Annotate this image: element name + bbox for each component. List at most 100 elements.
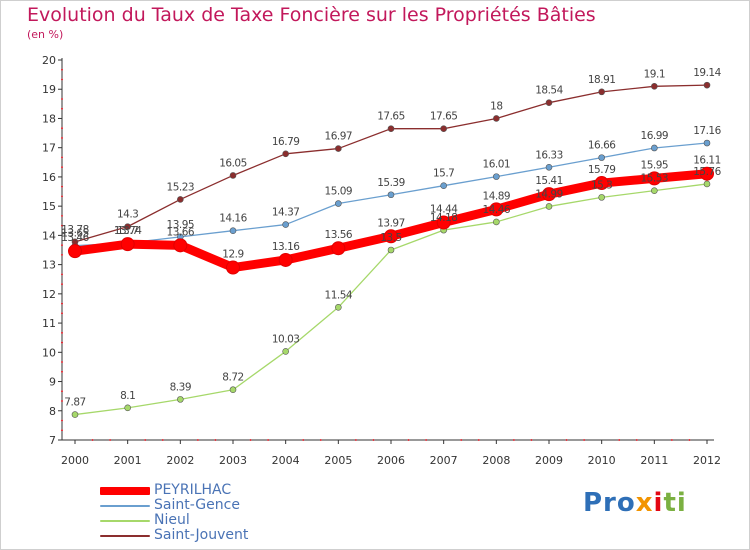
data-point (278, 252, 293, 267)
y-tick-label: 11 (42, 317, 56, 330)
x-minor-tick (688, 439, 691, 441)
y-minor-tick (61, 312, 63, 315)
y-minor-tick (61, 156, 63, 159)
data-label: 15.3 (591, 179, 612, 191)
data-label: 17.65 (430, 111, 458, 123)
x-minor-tick (670, 439, 673, 441)
y-tick-label: 8 (49, 405, 56, 418)
x-tick-label: 2001 (114, 454, 142, 467)
data-label: 18.54 (535, 85, 563, 97)
data-label: 15.09 (325, 186, 353, 198)
data-point (493, 218, 500, 226)
data-point (120, 237, 135, 252)
data-label: 14.37 (272, 207, 300, 219)
data-point (177, 196, 184, 203)
data-point (436, 215, 451, 230)
y-minor-tick (61, 283, 63, 286)
x-minor-tick (425, 439, 428, 441)
data-point (282, 150, 289, 158)
data-point (598, 194, 605, 201)
y-tick-label: 7 (49, 434, 56, 447)
legend-item-saint-gence[interactable]: Saint-Gence (100, 497, 340, 514)
data-point (384, 229, 398, 244)
data-point (700, 166, 714, 181)
x-tick-label: 2000 (61, 454, 89, 467)
legend-swatch-nieul (100, 520, 150, 522)
data-point (387, 125, 395, 132)
data-point (493, 173, 500, 180)
data-label: 13.66 (167, 226, 195, 238)
data-label: 8.39 (170, 381, 191, 393)
data-point (124, 404, 131, 412)
data-label: 18 (490, 100, 502, 112)
legend-item-saint-jouvent[interactable]: Saint-Jouvent (100, 527, 340, 544)
y-minor-tick (61, 107, 63, 110)
y-minor-tick (61, 195, 63, 198)
x-minor-tick (267, 439, 270, 441)
y-tick-label: 17 (42, 142, 56, 155)
x-minor-tick (583, 439, 586, 441)
y-minor-tick (61, 78, 63, 81)
legend-item-nieul[interactable]: Nieul (100, 512, 340, 529)
x-tick-label: 2011 (640, 454, 668, 467)
data-point (124, 223, 131, 230)
data-point (387, 246, 395, 254)
data-label: 15.79 (588, 164, 616, 176)
x-minor-tick (372, 439, 375, 441)
y-minor-tick (61, 429, 63, 432)
x-minor-tick (530, 439, 533, 441)
data-label: 13.56 (325, 229, 353, 241)
data-point (598, 88, 605, 96)
data-point (226, 260, 240, 275)
data-label: 14.99 (535, 188, 563, 200)
data-point (177, 396, 184, 403)
data-label: 15.23 (167, 181, 195, 193)
x-minor-tick (407, 439, 410, 441)
data-label: 19.1 (644, 68, 665, 80)
x-tick-label: 2008 (482, 454, 510, 467)
data-point (335, 200, 342, 207)
data-point (331, 241, 346, 256)
x-minor-tick (319, 439, 322, 441)
data-label: 14.89 (483, 190, 511, 202)
y-minor-tick (61, 137, 63, 139)
x-tick-label: 2009 (535, 454, 563, 467)
y-minor-tick (61, 98, 63, 100)
legend-label-nieul: Nieul (154, 512, 190, 528)
data-label: 17.16 (693, 125, 721, 137)
y-tick-label: 12 (42, 288, 56, 301)
y-tick-label: 16 (42, 171, 56, 184)
data-point (229, 227, 237, 235)
y-tick-label: 13 (42, 259, 56, 272)
x-minor-tick (354, 439, 357, 441)
data-point (651, 83, 658, 90)
data-point (594, 176, 609, 191)
legend-swatch-peyrilhac (100, 487, 150, 495)
data-point (489, 202, 504, 217)
data-label: 16.01 (483, 159, 511, 171)
data-point (545, 163, 553, 171)
data-point (542, 187, 556, 202)
data-point (387, 191, 395, 199)
data-point (651, 187, 658, 194)
legend-item-peyrilhac[interactable]: PEYRILHAC (100, 482, 340, 499)
y-minor-tick (61, 273, 63, 276)
x-minor-tick (565, 439, 568, 441)
x-minor-tick (460, 439, 463, 441)
data-point (598, 154, 605, 161)
data-label: 13.16 (272, 241, 300, 253)
x-tick-label: 2003 (219, 454, 247, 467)
data-point (703, 81, 711, 89)
x-tick-label: 2005 (324, 454, 352, 467)
data-label: 14.44 (430, 204, 458, 216)
x-minor-tick (477, 439, 480, 441)
data-point (282, 348, 289, 355)
data-point (335, 145, 342, 152)
data-point (545, 99, 553, 106)
x-minor-tick (618, 439, 621, 441)
x-tick-label: 2010 (588, 454, 616, 467)
data-label: 13.5 (380, 232, 401, 244)
y-minor-tick (61, 400, 63, 402)
